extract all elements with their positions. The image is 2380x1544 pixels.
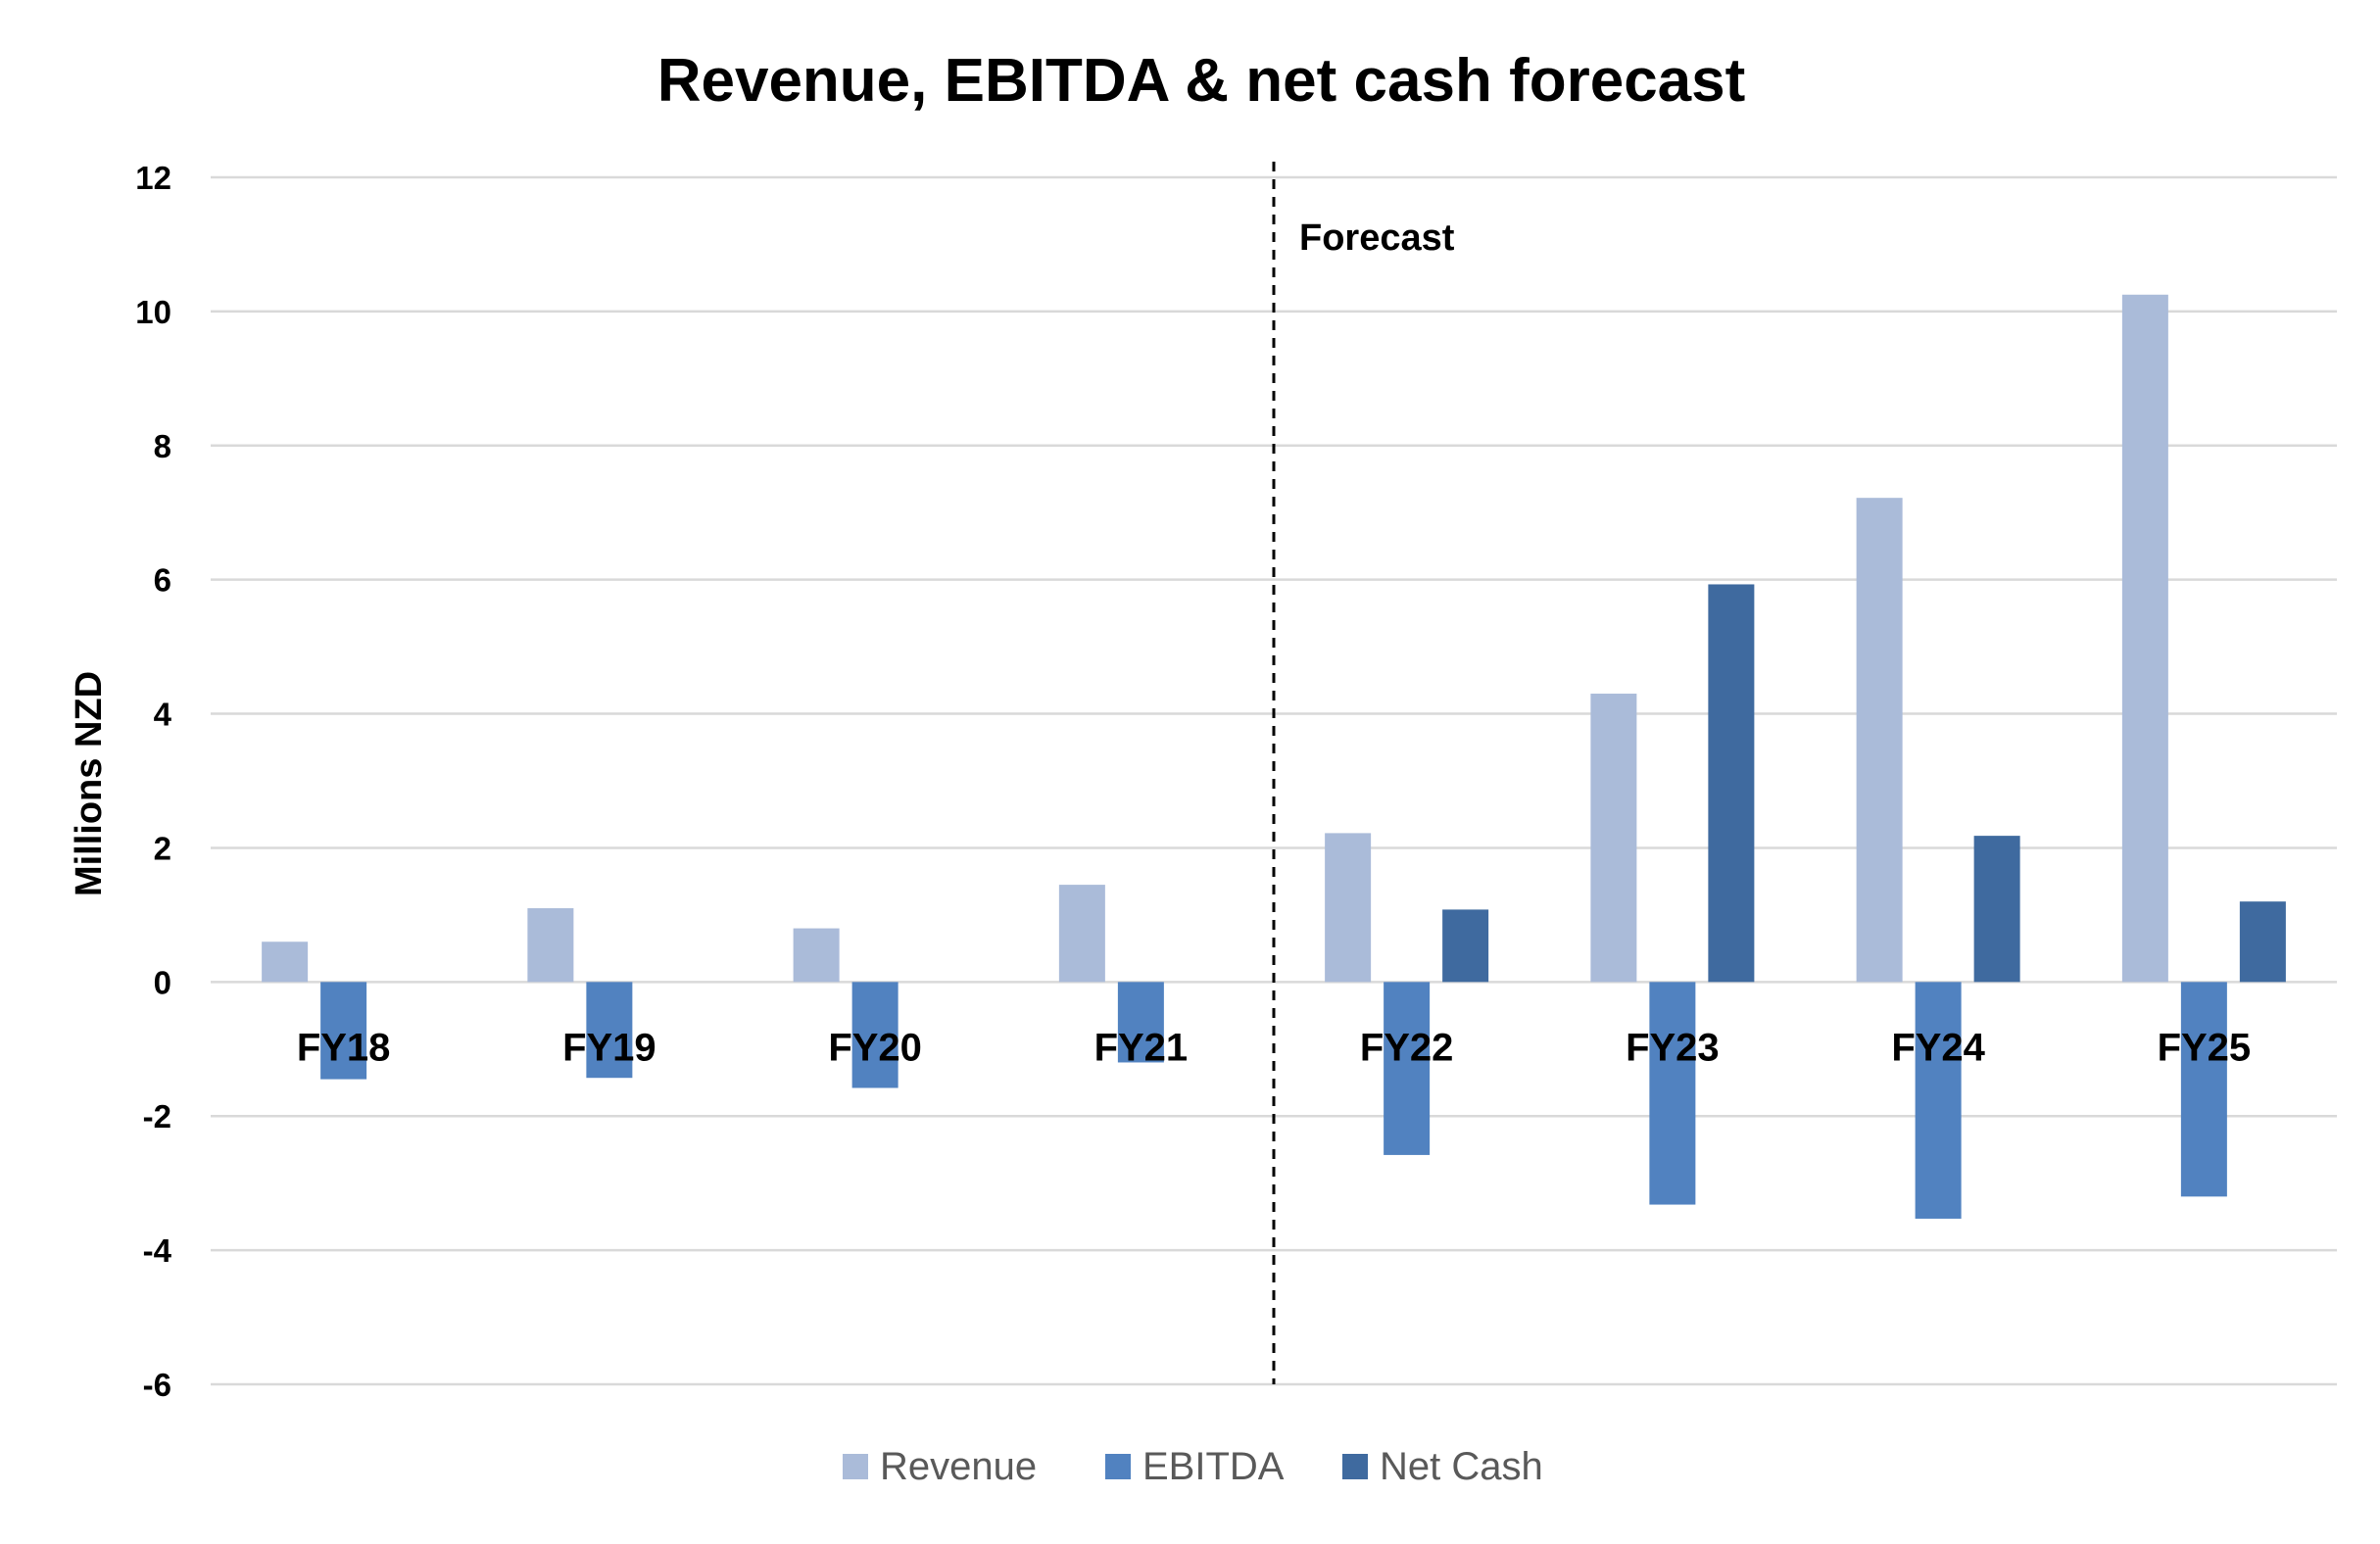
bar-revenue-fy22	[1325, 833, 1372, 983]
x-tick-label: FY18	[297, 1026, 391, 1069]
bar-net-cash-fy23	[1708, 584, 1755, 983]
legend: Revenue EBITDA Net Cash	[843, 1445, 1543, 1488]
x-tick-label: FY23	[1626, 1026, 1720, 1069]
legend-label: Revenue	[880, 1445, 1037, 1488]
y-tick-label: -6	[143, 1367, 171, 1403]
bar-revenue-fy23	[1590, 694, 1637, 983]
bar-net-cash-fy24	[1973, 836, 2020, 983]
y-tick-label: 4	[154, 697, 172, 733]
bar-net-cash-fy25	[2239, 901, 2286, 983]
x-tick-label: FY22	[1360, 1026, 1454, 1069]
y-axis-ticks: 12 10 8 6 4 2 0 -2 -4 -6	[135, 160, 171, 1403]
chart-title: Revenue, EBITDA & net cash forecast	[657, 47, 1746, 115]
x-axis-ticks: FY18 FY19 FY20 FY21 FY22 FY23 FY24 FY25	[297, 1026, 2251, 1069]
y-tick-label: -2	[143, 1098, 171, 1134]
bar-ebitda-fy18	[320, 982, 367, 1080]
bar-revenue-fy20	[793, 928, 840, 983]
forecast-annotation: Forecast	[1299, 217, 1455, 259]
y-tick-label: -4	[143, 1232, 172, 1269]
y-tick-label: 6	[154, 562, 171, 599]
bar-ebitda-fy20	[851, 982, 899, 1088]
y-tick-label: 2	[154, 830, 171, 866]
x-tick-label: FY24	[1891, 1026, 1985, 1069]
legend-label: Net Cash	[1380, 1445, 1543, 1488]
bar-ebitda-fy25	[2180, 982, 2227, 1197]
bar-ebitda-fy24	[1915, 982, 1962, 1219]
bar-net-cash-fy22	[1442, 909, 1489, 983]
x-tick-label: FY20	[828, 1026, 922, 1069]
bar-ebitda-fy21	[1117, 982, 1164, 1063]
y-tick-label: 0	[154, 964, 171, 1000]
bar-ebitda-fy22	[1384, 982, 1431, 1155]
bars	[262, 294, 2286, 1219]
legend-swatch	[1342, 1454, 1368, 1479]
x-tick-label: FY25	[2158, 1026, 2252, 1069]
legend-swatch	[1105, 1454, 1131, 1479]
bar-revenue-fy25	[2121, 294, 2168, 983]
bar-ebitda-fy23	[1649, 982, 1696, 1205]
bar-ebitda-fy19	[586, 982, 633, 1079]
bar-revenue-fy19	[527, 908, 574, 983]
legend-label: EBITDA	[1142, 1445, 1285, 1488]
bar-revenue-fy21	[1058, 885, 1105, 983]
bar-revenue-fy24	[1856, 498, 1903, 983]
y-tick-label: 10	[135, 294, 171, 330]
y-tick-label: 12	[135, 160, 171, 196]
y-tick-label: 8	[154, 428, 171, 464]
x-tick-label: FY21	[1094, 1026, 1189, 1069]
x-tick-label: FY19	[562, 1026, 656, 1069]
bar-revenue-fy18	[262, 941, 309, 983]
legend-swatch	[843, 1454, 868, 1479]
y-axis-label: Millions NZD	[69, 671, 110, 896]
